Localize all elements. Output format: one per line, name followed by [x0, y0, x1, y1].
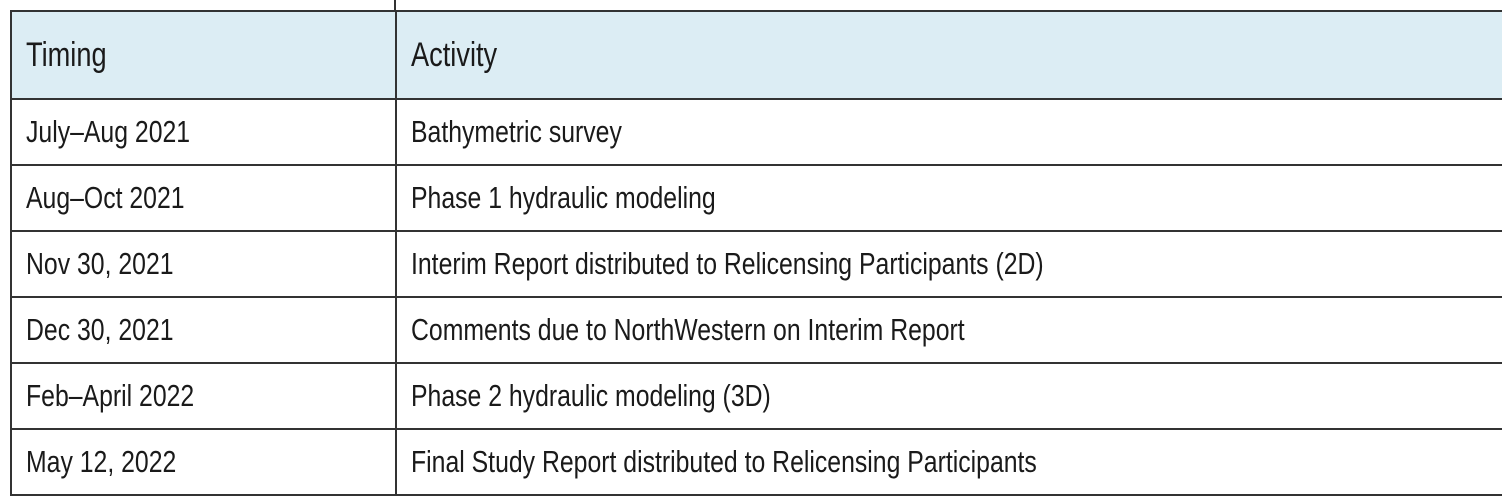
cell-text: July–Aug 2021 [26, 114, 191, 149]
table-cell: Final Study Report distributed to Relice… [395, 428, 1502, 496]
header-cell: Activity [395, 10, 1502, 100]
cell-text: Final Study Report distributed to Relice… [411, 444, 1037, 479]
table-body: July–Aug 2021 Bathymetric survey Aug–Oct 2… [10, 98, 1502, 496]
header-row: Timing Activity [10, 10, 1502, 100]
cell-text: Bathymetric survey [411, 114, 622, 149]
table-row: Dec 30, 2021 Comments due to NorthWestern… [10, 296, 1502, 364]
table-row: Aug–Oct 2021 Phase 1 hydraulic modeling [10, 164, 1502, 232]
table-row: Nov 30, 2021 Interim Report distributed t… [10, 230, 1502, 298]
table-cell: May 12, 2022 [10, 428, 396, 496]
cell-text: May 12, 2022 [26, 444, 177, 479]
table-cell: Nov 30, 2021 [10, 230, 396, 298]
cell-text: Feb–April 2022 [26, 378, 195, 413]
table-row: May 12, 2022 Final Study Report distribut… [10, 428, 1502, 496]
cell-text: Timing [26, 35, 107, 74]
table-cell: Phase 1 hydraulic modeling [395, 164, 1502, 232]
cell-text: Phase 1 hydraulic modeling [411, 180, 716, 215]
cell-text: Comments due to NorthWestern on Interim … [411, 312, 965, 347]
cell-text: Aug–Oct 2021 [26, 180, 185, 215]
header-cell: Timing [10, 10, 396, 100]
cell-text: Interim Report distributed to Relicensin… [411, 246, 1044, 281]
table-cell: Comments due to NorthWestern on Interim … [395, 296, 1502, 364]
table-cell: Phase 2 hydraulic modeling (3D) [395, 362, 1502, 430]
table-row: Feb–April 2022 Phase 2 hydraulic modeling… [10, 362, 1502, 430]
table-cell: Dec 30, 2021 [10, 296, 396, 364]
table-cell: Aug–Oct 2021 [10, 164, 396, 232]
table-cell: Bathymetric survey [395, 98, 1502, 166]
border-tick [394, 0, 396, 10]
table-cell: Interim Report distributed to Relicensin… [395, 230, 1502, 298]
cell-text: Activity [411, 35, 498, 74]
cell-text: Dec 30, 2021 [26, 312, 174, 347]
table-row: July–Aug 2021 Bathymetric survey [10, 98, 1502, 166]
table-cell: Feb–April 2022 [10, 362, 396, 430]
cell-text: Phase 2 hydraulic modeling (3D) [411, 378, 771, 413]
schedule-table: Timing Activity July–Aug 2021 Bathymetric … [10, 10, 1502, 496]
cell-text: Nov 30, 2021 [26, 246, 174, 281]
table-cell: July–Aug 2021 [10, 98, 396, 166]
